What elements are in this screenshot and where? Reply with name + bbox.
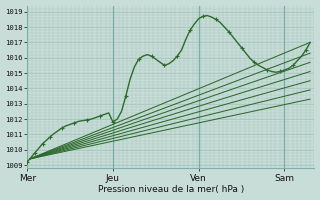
X-axis label: Pression niveau de la mer( hPa ): Pression niveau de la mer( hPa )	[98, 185, 244, 194]
